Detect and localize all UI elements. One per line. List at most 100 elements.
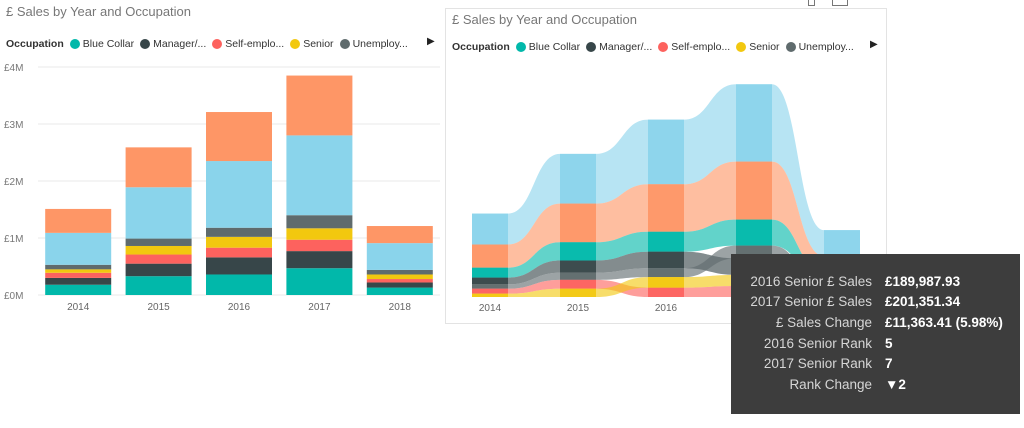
legend-item-manager[interactable]: Manager/... (586, 41, 652, 53)
legend-label: Self-emplo... (225, 38, 285, 50)
legend-item-blue-collar[interactable]: Blue Collar (515, 41, 580, 53)
bar-segment-unemploy[interactable] (286, 215, 353, 229)
bar-segment-skilled[interactable] (206, 112, 272, 162)
bar-segment-professional[interactable] (366, 243, 433, 270)
bar-segment-manager[interactable] (286, 251, 353, 269)
bar-segment-professional[interactable] (286, 135, 353, 216)
bar-segment-senior[interactable] (286, 228, 353, 240)
legend-label: Unemploy... (798, 41, 854, 53)
bar-segment-manager[interactable] (366, 282, 433, 288)
legend-dot (785, 42, 796, 52)
ribbon-column-segment-unemploy[interactable] (472, 284, 508, 289)
bar-segment-unemploy[interactable] (206, 227, 272, 237)
legend-item-blue-collar[interactable]: Blue Collar (69, 38, 134, 50)
ribbon-column-segment-manager[interactable] (472, 277, 508, 285)
bar-segment-blue-collar[interactable] (286, 268, 353, 295)
bar-segment-skilled[interactable] (286, 75, 353, 136)
bar-segment-blue-collar[interactable] (366, 287, 433, 295)
ribbon-column-segment-blue-collar[interactable] (472, 267, 508, 278)
ribbon-column-segment-senior[interactable] (560, 288, 596, 297)
tooltip-row: 2017 Senior £ Sales £201,351.34 (731, 292, 1020, 313)
bar-segment-self-emplo[interactable] (125, 254, 192, 264)
legend-label: Manager/... (599, 41, 653, 53)
bar-segment-self-emplo[interactable] (286, 239, 353, 252)
bar-segment-professional[interactable] (125, 187, 192, 239)
legend-next-arrow-icon[interactable]: ▶ (427, 36, 435, 47)
legend: Occupation Blue Collar Manager/... Self-… (6, 36, 435, 52)
ribbon-column-segment-unemploy[interactable] (560, 272, 596, 280)
pin-icon[interactable] (808, 0, 815, 6)
legend-item-unemployed[interactable]: Unemploy... (785, 41, 854, 53)
bar-segment-blue-collar[interactable] (125, 276, 192, 295)
stacked-column-visual[interactable]: £ Sales by Year and Occupation Occupatio… (0, 0, 440, 325)
legend-dot (339, 39, 350, 49)
tooltip-label: £ Sales Change (775, 314, 872, 330)
tooltip-value: £189,987.93 (885, 273, 961, 289)
ribbon-column-segment-professional[interactable] (824, 230, 860, 257)
ribbon-column-segment-senior[interactable] (472, 293, 508, 297)
tooltip-label: 2016 Senior Rank (763, 335, 872, 351)
legend-next-arrow-icon[interactable]: ▶ (870, 39, 878, 50)
ribbon-column-segment-blue-collar[interactable] (648, 231, 684, 252)
ribbon-column-segment-skilled[interactable] (736, 161, 772, 220)
legend-item-self-employed[interactable]: Self-emplo... (658, 41, 730, 53)
stacked-column-chart[interactable]: £0M £1M £2M £3M £4M 2014 2015 2016 2017 2018 (0, 0, 440, 325)
ribbon-column-segment-skilled[interactable] (648, 184, 684, 232)
legend-item-unemployed[interactable]: Unemploy... (339, 38, 408, 50)
tooltip-label: 2017 Senior £ Sales (750, 294, 872, 310)
ribbon-column-segment-skilled[interactable] (472, 244, 508, 268)
bar-segment-manager[interactable] (206, 257, 272, 275)
ribbon-column-segment-manager[interactable] (560, 260, 596, 273)
ribbon-column-segment-blue-collar[interactable] (560, 242, 596, 261)
legend-item-senior[interactable]: Senior (736, 41, 780, 53)
bar-segment-manager[interactable] (45, 277, 112, 285)
bar-segment-unemploy[interactable] (45, 264, 112, 270)
focus-mode-icon[interactable] (832, 0, 848, 6)
bar-segment-manager[interactable] (125, 263, 192, 277)
bar-segment-self-emplo[interactable] (206, 247, 272, 258)
bar-segment-blue-collar[interactable] (45, 284, 112, 295)
bar-segment-self-emplo[interactable] (45, 272, 112, 278)
ribbon-column-segment-self-emplo[interactable] (648, 287, 684, 297)
legend-item-senior[interactable]: Senior (290, 38, 334, 50)
bar-segment-senior[interactable] (45, 269, 112, 273)
tooltip-label: 2016 Senior £ Sales (750, 273, 872, 289)
bar-segment-skilled[interactable] (125, 147, 192, 188)
bar-segment-blue-collar[interactable] (206, 274, 272, 295)
ribbon-column-segment-self-emplo[interactable] (472, 288, 508, 294)
bar-segment-professional[interactable] (45, 232, 112, 265)
ribbon-column-segment-blue-collar[interactable] (736, 219, 772, 246)
y-tick-label: £0M (4, 291, 23, 302)
bar-segment-unemploy[interactable] (125, 238, 192, 246)
legend-label: Senior (303, 38, 334, 50)
ribbon-column-segment-professional[interactable] (736, 84, 772, 162)
bar-segment-skilled[interactable] (366, 226, 433, 244)
ribbon-column-segment-unemploy[interactable] (648, 268, 684, 278)
bar-segment-skilled[interactable] (45, 208, 112, 233)
ribbon-column-segment-professional[interactable] (648, 119, 684, 185)
bar-segment-professional[interactable] (206, 161, 272, 228)
legend-dot (586, 42, 597, 52)
bar-segment-unemploy[interactable] (366, 269, 433, 275)
legend-item-self-employed[interactable]: Self-emplo... (212, 38, 284, 50)
tooltip-label: Rank Change (789, 376, 872, 392)
ribbon-column-segment-skilled[interactable] (560, 203, 596, 243)
ribbon-column-segment-professional[interactable] (472, 213, 508, 245)
tooltip-value: £201,351.34 (885, 294, 961, 310)
x-tick-label: 2016 (228, 302, 251, 313)
bar-segment-senior[interactable] (366, 274, 433, 280)
tooltip-value: ▼2 (885, 376, 906, 392)
legend-label: Manager/... (153, 38, 207, 50)
bar-segment-senior[interactable] (206, 236, 272, 248)
ribbon-column-segment-manager[interactable] (648, 251, 684, 269)
bar-segment-senior[interactable] (125, 245, 192, 255)
bar-segment-self-emplo[interactable] (366, 279, 433, 283)
legend-label: Unemploy... (352, 38, 408, 50)
legend-dot (140, 39, 151, 49)
legend-item-manager[interactable]: Manager/... (140, 38, 206, 50)
ribbon-column-segment-self-emplo[interactable] (560, 279, 596, 289)
x-tick-label: 2018 (389, 302, 412, 313)
tooltip: 2016 Senior £ Sales £189,987.93 2017 Seni… (731, 254, 1020, 414)
ribbon-column-segment-senior[interactable] (648, 277, 684, 288)
ribbon-column-segment-professional[interactable] (560, 153, 596, 204)
